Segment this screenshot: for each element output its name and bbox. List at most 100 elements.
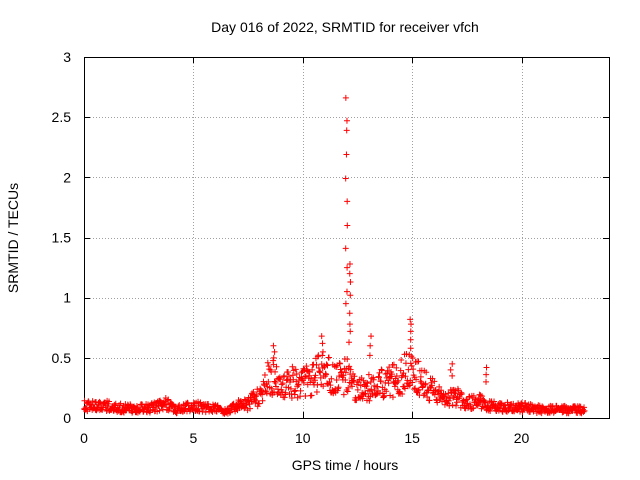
data-point bbox=[366, 352, 373, 359]
y-tick-label: 1 bbox=[63, 290, 71, 306]
data-point bbox=[538, 410, 545, 417]
data-point bbox=[340, 391, 347, 398]
data-point bbox=[345, 384, 352, 391]
data-point bbox=[449, 360, 456, 367]
data-point bbox=[389, 394, 396, 401]
data-point bbox=[393, 364, 400, 371]
data-point bbox=[320, 383, 327, 390]
data-point bbox=[270, 342, 277, 349]
data-point bbox=[424, 393, 431, 400]
data-point bbox=[417, 373, 424, 380]
data-point bbox=[346, 260, 353, 267]
data-point bbox=[407, 345, 414, 352]
data-point bbox=[478, 393, 485, 400]
axes: 0 5 10 15 20 0 0.5 1 1.5 2 2.5 3 bbox=[52, 49, 609, 446]
data-point bbox=[368, 333, 375, 340]
data-point bbox=[452, 390, 459, 397]
data-point bbox=[333, 377, 340, 384]
data-point bbox=[273, 363, 280, 370]
data-point bbox=[342, 300, 349, 307]
data-point bbox=[285, 369, 292, 376]
y-tick-label: 3 bbox=[63, 49, 71, 65]
plot-border bbox=[84, 57, 610, 419]
data-point bbox=[324, 362, 331, 369]
data-point bbox=[247, 405, 254, 412]
chart-title: Day 016 of 2022, SRMTID for receiver vfc… bbox=[211, 19, 479, 35]
data-point bbox=[355, 379, 362, 386]
data-point bbox=[308, 392, 315, 399]
data-point bbox=[184, 400, 191, 407]
data-point bbox=[342, 94, 349, 101]
data-point bbox=[354, 386, 361, 393]
data-point bbox=[403, 350, 410, 357]
data-point bbox=[183, 401, 190, 408]
data-point bbox=[165, 396, 172, 403]
data-point bbox=[374, 390, 381, 397]
data-point bbox=[376, 389, 383, 396]
data-point bbox=[453, 399, 460, 406]
data-point bbox=[344, 198, 351, 205]
data-point bbox=[399, 391, 406, 398]
data-point bbox=[408, 321, 415, 328]
data-point bbox=[428, 382, 435, 389]
data-point bbox=[287, 385, 294, 392]
data-point bbox=[299, 377, 306, 384]
data-point bbox=[271, 388, 278, 395]
data-point bbox=[346, 339, 353, 346]
data-point bbox=[349, 383, 356, 390]
data-point bbox=[253, 391, 260, 398]
data-point bbox=[408, 362, 415, 369]
data-point bbox=[156, 407, 163, 414]
data-point bbox=[342, 377, 349, 384]
data-point bbox=[366, 397, 373, 404]
data-point bbox=[370, 376, 377, 383]
data-point bbox=[386, 364, 393, 371]
data-point bbox=[292, 366, 299, 373]
data-point bbox=[368, 386, 375, 393]
data-point bbox=[344, 264, 351, 271]
data-point bbox=[382, 370, 389, 377]
data-point bbox=[343, 127, 350, 134]
y-tick-label: 0 bbox=[63, 410, 71, 426]
grid bbox=[84, 57, 609, 418]
data-point bbox=[318, 333, 325, 340]
data-point bbox=[377, 378, 384, 385]
data-point bbox=[446, 402, 453, 409]
data-point bbox=[282, 389, 289, 396]
data-point bbox=[259, 397, 266, 404]
data-point bbox=[443, 393, 450, 400]
data-point bbox=[364, 380, 371, 387]
data-point bbox=[272, 368, 279, 375]
data-point bbox=[342, 175, 349, 182]
data-point bbox=[340, 372, 347, 379]
y-tick-label: 0.5 bbox=[52, 350, 72, 366]
data-point bbox=[278, 381, 285, 388]
data-point bbox=[361, 390, 368, 397]
data-point bbox=[483, 364, 490, 371]
data-point bbox=[402, 373, 409, 380]
data-point bbox=[319, 352, 326, 359]
data-point bbox=[313, 361, 320, 368]
data-point bbox=[319, 340, 326, 347]
data-point bbox=[415, 386, 422, 393]
x-tick-label: 5 bbox=[189, 430, 197, 446]
data-point bbox=[422, 380, 429, 387]
data-point bbox=[347, 292, 354, 299]
data-point bbox=[383, 388, 390, 395]
data-point bbox=[409, 379, 416, 386]
data-point bbox=[300, 379, 307, 386]
data-point bbox=[367, 342, 374, 349]
data-point bbox=[384, 367, 391, 374]
data-point bbox=[337, 360, 344, 367]
data-point bbox=[407, 336, 414, 343]
data-point bbox=[313, 388, 320, 395]
data-point bbox=[391, 383, 398, 390]
data-point bbox=[357, 382, 364, 389]
data-point bbox=[453, 402, 460, 409]
data-point bbox=[297, 387, 304, 394]
data-point bbox=[407, 328, 414, 335]
data-point bbox=[410, 366, 417, 373]
data-point bbox=[412, 385, 419, 392]
data-point bbox=[363, 383, 370, 390]
data-point bbox=[393, 372, 400, 379]
